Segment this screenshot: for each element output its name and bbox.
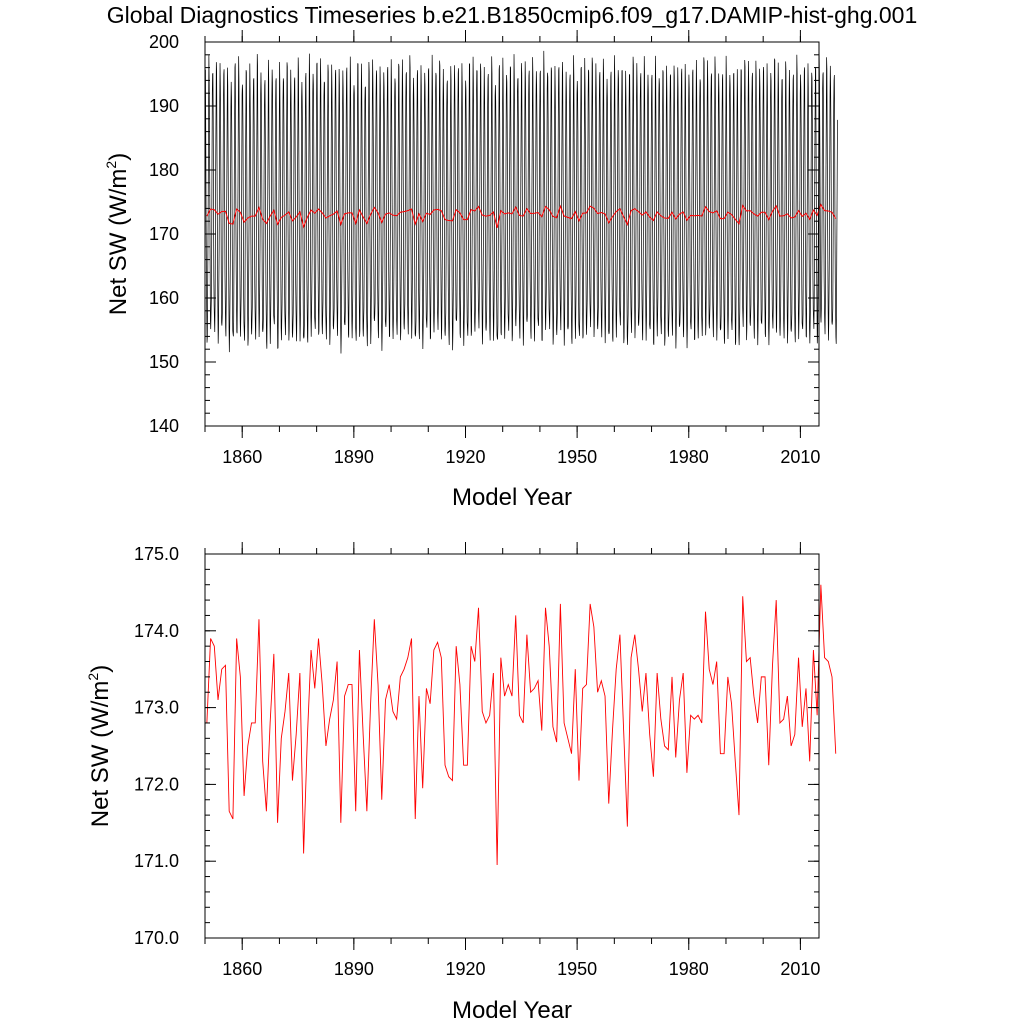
bottom-y-tick-label: 170.0 bbox=[134, 928, 179, 948]
top-y-tick-label: 140 bbox=[149, 416, 179, 436]
bottom-plot-frame bbox=[204, 553, 820, 939]
bottom-x-tick-label: 2010 bbox=[780, 959, 820, 979]
bottom-y-axis-label-main: Net SW (W/m bbox=[87, 681, 114, 828]
bottom-x-tick-label: 1920 bbox=[445, 959, 485, 979]
bottom-y-tick-label: 174.0 bbox=[134, 621, 179, 641]
top-y-axis-label-sup: 2 bbox=[103, 161, 119, 169]
bottom-y-tick-label: 172.0 bbox=[134, 774, 179, 794]
top-x-tick-label: 1980 bbox=[669, 447, 709, 467]
top-x-tick-label: 1890 bbox=[334, 447, 374, 467]
bottom-y-tick-label: 175.0 bbox=[134, 544, 179, 564]
figure-title: Global Diagnostics Timeseries b.e21.B185… bbox=[106, 2, 918, 28]
top-plot-area bbox=[205, 50, 838, 354]
bottom-y-tick-label: 173.0 bbox=[134, 698, 179, 718]
top-y-tick-label: 150 bbox=[149, 352, 179, 372]
top-axes: 140 150 160 170 180 190 200 1860 1890 1920 1950 198… bbox=[149, 30, 820, 467]
top-annual-series-line bbox=[206, 203, 837, 229]
top-y-axis-label: Net SW (W/m2) bbox=[103, 153, 132, 315]
bottom-y-axis-label: Net SW (W/m2) bbox=[85, 665, 114, 827]
bottom-x-tick-label: 1950 bbox=[557, 959, 597, 979]
bottom-plot-area bbox=[206, 584, 837, 866]
bottom-y-tick-label: 171.0 bbox=[134, 851, 179, 871]
panel-top: 140 150 160 170 180 190 200 1860 1890 1920 1950 198… bbox=[103, 30, 838, 511]
top-x-tick-label: 1950 bbox=[557, 447, 597, 467]
top-y-tick-label: 200 bbox=[149, 32, 179, 52]
top-y-axis-label-main: Net SW (W/m bbox=[105, 169, 132, 316]
bottom-y-axis-label-sup: 2 bbox=[85, 673, 101, 681]
monthly-series-line bbox=[205, 50, 838, 354]
panel-bottom: 170.0 171.0 172.0 173.0 174.0 175.0 1860 1890 19… bbox=[85, 542, 837, 1024]
top-y-tick-label: 170 bbox=[149, 224, 179, 244]
bottom-x-tick-label: 1980 bbox=[669, 959, 709, 979]
bottom-axes: 170.0 171.0 172.0 173.0 174.0 175.0 1860 1890 19… bbox=[134, 542, 820, 979]
top-y-tick-label: 180 bbox=[149, 160, 179, 180]
annual-series-line bbox=[206, 584, 837, 866]
top-y-axis-label-close: ) bbox=[105, 153, 132, 161]
bottom-x-tick-label: 1860 bbox=[222, 959, 262, 979]
top-x-tick-label: 1920 bbox=[445, 447, 485, 467]
top-x-axis-label: Model Year bbox=[452, 484, 572, 511]
bottom-x-axis-label: Model Year bbox=[452, 997, 572, 1024]
top-x-tick-label: 2010 bbox=[780, 447, 820, 467]
top-y-tick-label: 160 bbox=[149, 288, 179, 308]
bottom-x-tick-label: 1890 bbox=[334, 959, 374, 979]
bottom-y-axis-label-close: ) bbox=[87, 665, 114, 673]
top-x-tick-label: 1860 bbox=[222, 447, 262, 467]
top-y-tick-label: 190 bbox=[149, 96, 179, 116]
